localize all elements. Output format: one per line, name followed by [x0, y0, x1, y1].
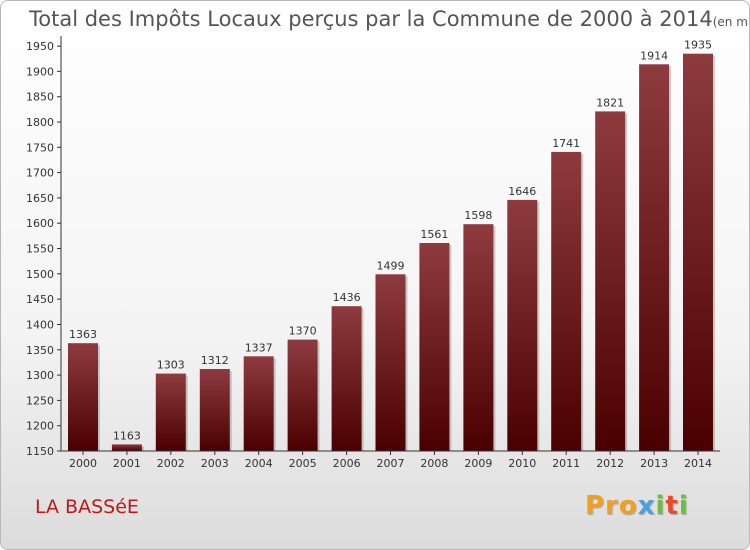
bar-shadow-2004 [273, 358, 276, 451]
bar-2008 [419, 243, 450, 451]
bar-shadow-2005 [317, 341, 320, 451]
bar-2012 [595, 111, 626, 452]
bar-2007 [375, 274, 406, 451]
logo-part-2: x [637, 491, 656, 521]
bar-shadow-2008 [449, 245, 452, 451]
bar-shadow-2009 [493, 226, 496, 451]
axes-layer: 2000 2001 2002 2003 2004 2005 2006 2007 2008 2009… [26, 36, 720, 470]
bars-layer: 1363 1163 1303 1312 1337 1370 1436 1499 1561 1598… [68, 39, 715, 452]
x-tick-label-2007: 2007 [377, 457, 405, 470]
value-label-2003: 1312 [201, 354, 229, 367]
bar-2006 [331, 306, 362, 451]
bar-shadow-2010 [537, 201, 540, 451]
bar-2003 [199, 369, 230, 451]
commune-name: LA BASSéE [35, 496, 139, 518]
y-tick-label-1550: 1550 [26, 243, 54, 256]
bar-shadow-2014 [713, 55, 715, 451]
bar-shadow-2002 [185, 375, 188, 451]
bar-2013 [639, 64, 670, 452]
x-tick-label-2003: 2003 [201, 457, 229, 470]
x-tick-label-2013: 2013 [640, 457, 668, 470]
y-tick-label-1800: 1800 [26, 116, 54, 129]
value-label-2002: 1303 [157, 359, 185, 372]
x-tick-label-2005: 2005 [289, 457, 317, 470]
y-tick-label-1250: 1250 [26, 394, 54, 407]
bar-shadow-2007 [405, 276, 408, 451]
bar-2014 [683, 53, 713, 451]
value-label-2014: 1935 [684, 39, 712, 52]
y-tick-label-1150: 1150 [26, 445, 54, 458]
logo-part-5: i [678, 491, 689, 521]
value-label-2004: 1337 [245, 341, 273, 354]
x-tick-label-2000: 2000 [69, 457, 97, 470]
bar-shadow-2006 [361, 308, 364, 451]
x-tick-label-2011: 2011 [552, 457, 580, 470]
logo-part-3: i [655, 491, 666, 521]
value-label-2010: 1646 [508, 185, 536, 198]
bar-shadow-2000 [98, 345, 100, 451]
value-label-2006: 1436 [333, 291, 361, 304]
y-tick-label-1900: 1900 [26, 65, 54, 78]
proxiti-logo[interactable]: Proxiti [585, 491, 689, 521]
y-tick-label-1400: 1400 [26, 319, 54, 332]
value-label-2013: 1914 [640, 49, 668, 62]
value-label-2008: 1561 [420, 228, 448, 241]
bar-2000 [68, 343, 98, 451]
logo-part-1: Pro [585, 491, 638, 521]
y-tick-label-1850: 1850 [26, 91, 54, 104]
value-label-2009: 1598 [464, 209, 492, 222]
bar-2005 [287, 339, 318, 451]
bar-shadow-2013 [669, 66, 672, 452]
x-tick-label-2002: 2002 [157, 457, 185, 470]
value-label-2005: 1370 [289, 325, 317, 338]
bar-2002 [155, 373, 186, 451]
bar-2001 [111, 444, 142, 451]
chart-title-unit: (en milliers d'€) [712, 15, 750, 29]
y-tick-label-1700: 1700 [26, 167, 54, 180]
bar-shadow-2012 [625, 113, 628, 452]
y-tick-label-1600: 1600 [26, 217, 54, 230]
value-label-2012: 1821 [596, 96, 624, 109]
y-tick-label-1450: 1450 [26, 293, 54, 306]
value-label-2000: 1363 [69, 328, 97, 341]
x-tick-label-2008: 2008 [420, 457, 448, 470]
x-tick-label-2001: 2001 [113, 457, 141, 470]
bar-shadow-2003 [229, 371, 232, 451]
bar-2009 [463, 224, 494, 451]
bar-2004 [243, 356, 274, 451]
value-label-2001: 1163 [113, 429, 141, 442]
y-tick-label-1500: 1500 [26, 268, 54, 281]
chart-title: Total des Impôts Locaux perçus par la Co… [29, 7, 750, 31]
y-tick-label-1200: 1200 [26, 420, 54, 433]
x-tick-label-2004: 2004 [245, 457, 273, 470]
value-label-2011: 1741 [552, 137, 580, 150]
y-tick-label-1950: 1950 [26, 40, 54, 53]
bar-shadow-2001 [141, 446, 144, 451]
y-tick-label-1350: 1350 [26, 344, 54, 357]
bar-shadow-2011 [581, 153, 584, 451]
x-tick-label-2014: 2014 [684, 457, 712, 470]
x-tick-label-2012: 2012 [596, 457, 624, 470]
x-tick-label-2006: 2006 [333, 457, 361, 470]
value-label-2007: 1499 [377, 259, 405, 272]
x-tick-label-2009: 2009 [464, 457, 492, 470]
logo-part-4: t [665, 491, 679, 521]
chart-title-main: Total des Impôts Locaux perçus par la Co… [29, 7, 713, 31]
x-tick-label-2010: 2010 [508, 457, 536, 470]
bar-2011 [551, 151, 582, 451]
y-tick-label-1650: 1650 [26, 192, 54, 205]
y-tick-label-1750: 1750 [26, 141, 54, 154]
bar-2010 [507, 199, 538, 451]
y-tick-label-1300: 1300 [26, 369, 54, 382]
